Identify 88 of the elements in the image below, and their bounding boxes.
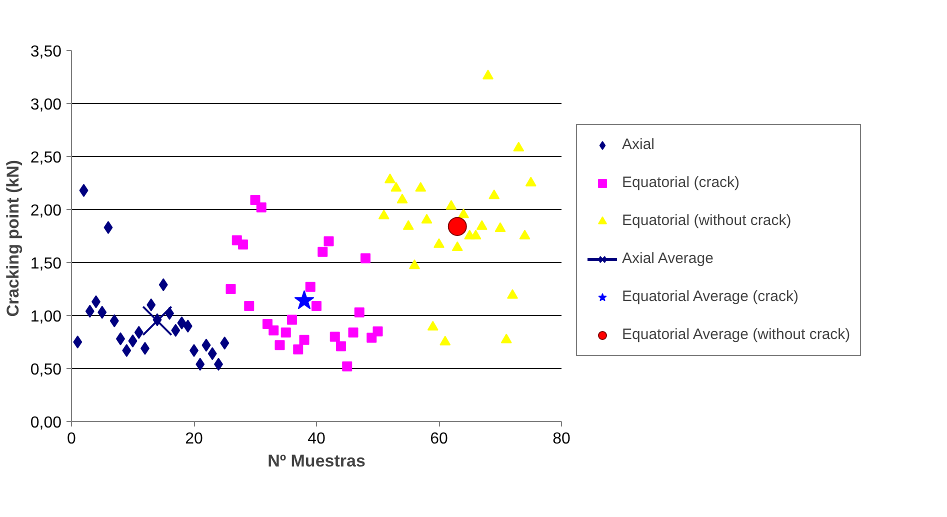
point — [268, 325, 279, 336]
point — [104, 221, 113, 234]
x-tick-label: 60 — [430, 430, 448, 448]
y-tick-label: 1,00 — [30, 308, 62, 326]
point — [305, 282, 316, 292]
point — [73, 336, 82, 348]
point — [293, 344, 304, 354]
y-tick-label: 0,50 — [30, 362, 62, 378]
point — [146, 298, 156, 312]
point — [421, 214, 432, 224]
point — [171, 324, 180, 337]
point — [378, 210, 390, 220]
point — [470, 230, 482, 240]
point — [280, 327, 291, 338]
point — [448, 216, 467, 236]
x-tick-label: 20 — [185, 430, 203, 448]
point — [415, 182, 426, 192]
point — [336, 341, 346, 352]
point — [507, 289, 518, 299]
point — [85, 304, 94, 318]
point — [342, 361, 352, 372]
point — [525, 176, 536, 186]
legend-label: Axial — [622, 136, 655, 153]
point — [177, 316, 186, 330]
point — [440, 336, 451, 346]
point — [287, 314, 297, 325]
point — [427, 320, 438, 331]
point — [372, 326, 383, 336]
point — [409, 259, 420, 270]
point — [250, 194, 260, 205]
point — [500, 334, 512, 344]
point — [330, 332, 340, 342]
point — [158, 278, 168, 292]
y-tick-label: 3,50 — [30, 44, 62, 60]
legend-label: Equatorial (without crack) — [622, 212, 792, 229]
legend-label: Equatorial Average (crack) — [622, 288, 798, 305]
point — [324, 236, 334, 246]
x-axis-title: Nº Muestras — [268, 452, 366, 470]
point — [384, 174, 396, 184]
point — [122, 344, 132, 357]
y-tick-label: 2,00 — [30, 202, 62, 220]
point — [458, 208, 469, 218]
point — [402, 220, 414, 230]
point — [312, 300, 322, 311]
point — [98, 306, 107, 319]
x-tick-label: 80 — [552, 430, 570, 448]
point — [274, 340, 285, 350]
point — [220, 336, 230, 350]
point — [519, 230, 530, 240]
point — [128, 334, 138, 348]
point — [513, 142, 524, 152]
legend-label: Equatorial Average (without crack) — [622, 326, 850, 343]
x-tick-label: 0 — [67, 430, 76, 448]
y-tick-label: 1,50 — [30, 256, 62, 272]
point — [183, 320, 192, 333]
point — [202, 338, 211, 352]
point — [354, 307, 364, 318]
point — [488, 189, 500, 200]
point — [434, 238, 444, 248]
point — [294, 290, 314, 310]
point — [482, 70, 494, 80]
legend-label: Equatorial (crack) — [622, 174, 740, 191]
point — [476, 220, 488, 230]
point — [299, 334, 310, 345]
point — [256, 202, 266, 212]
point — [396, 194, 408, 204]
point — [390, 182, 402, 192]
point — [446, 200, 457, 210]
y-tick-label: 0,00 — [30, 414, 62, 432]
point — [318, 246, 328, 257]
point — [79, 184, 88, 197]
point — [238, 239, 248, 250]
point — [226, 284, 236, 294]
point — [208, 347, 217, 360]
point — [494, 222, 506, 232]
point — [348, 327, 358, 338]
point — [360, 253, 370, 264]
y-tick-label: 2,50 — [30, 150, 62, 166]
x-tick-label: 40 — [308, 430, 326, 448]
point — [134, 326, 144, 339]
y-tick-label: 3,00 — [30, 96, 62, 114]
point — [110, 314, 119, 328]
legend-label: Axial Average — [622, 250, 714, 267]
point — [142, 306, 172, 336]
point — [196, 358, 205, 371]
y-axis-title: Cracking point (kN) — [3, 160, 22, 317]
point — [244, 300, 254, 311]
point — [452, 241, 463, 252]
